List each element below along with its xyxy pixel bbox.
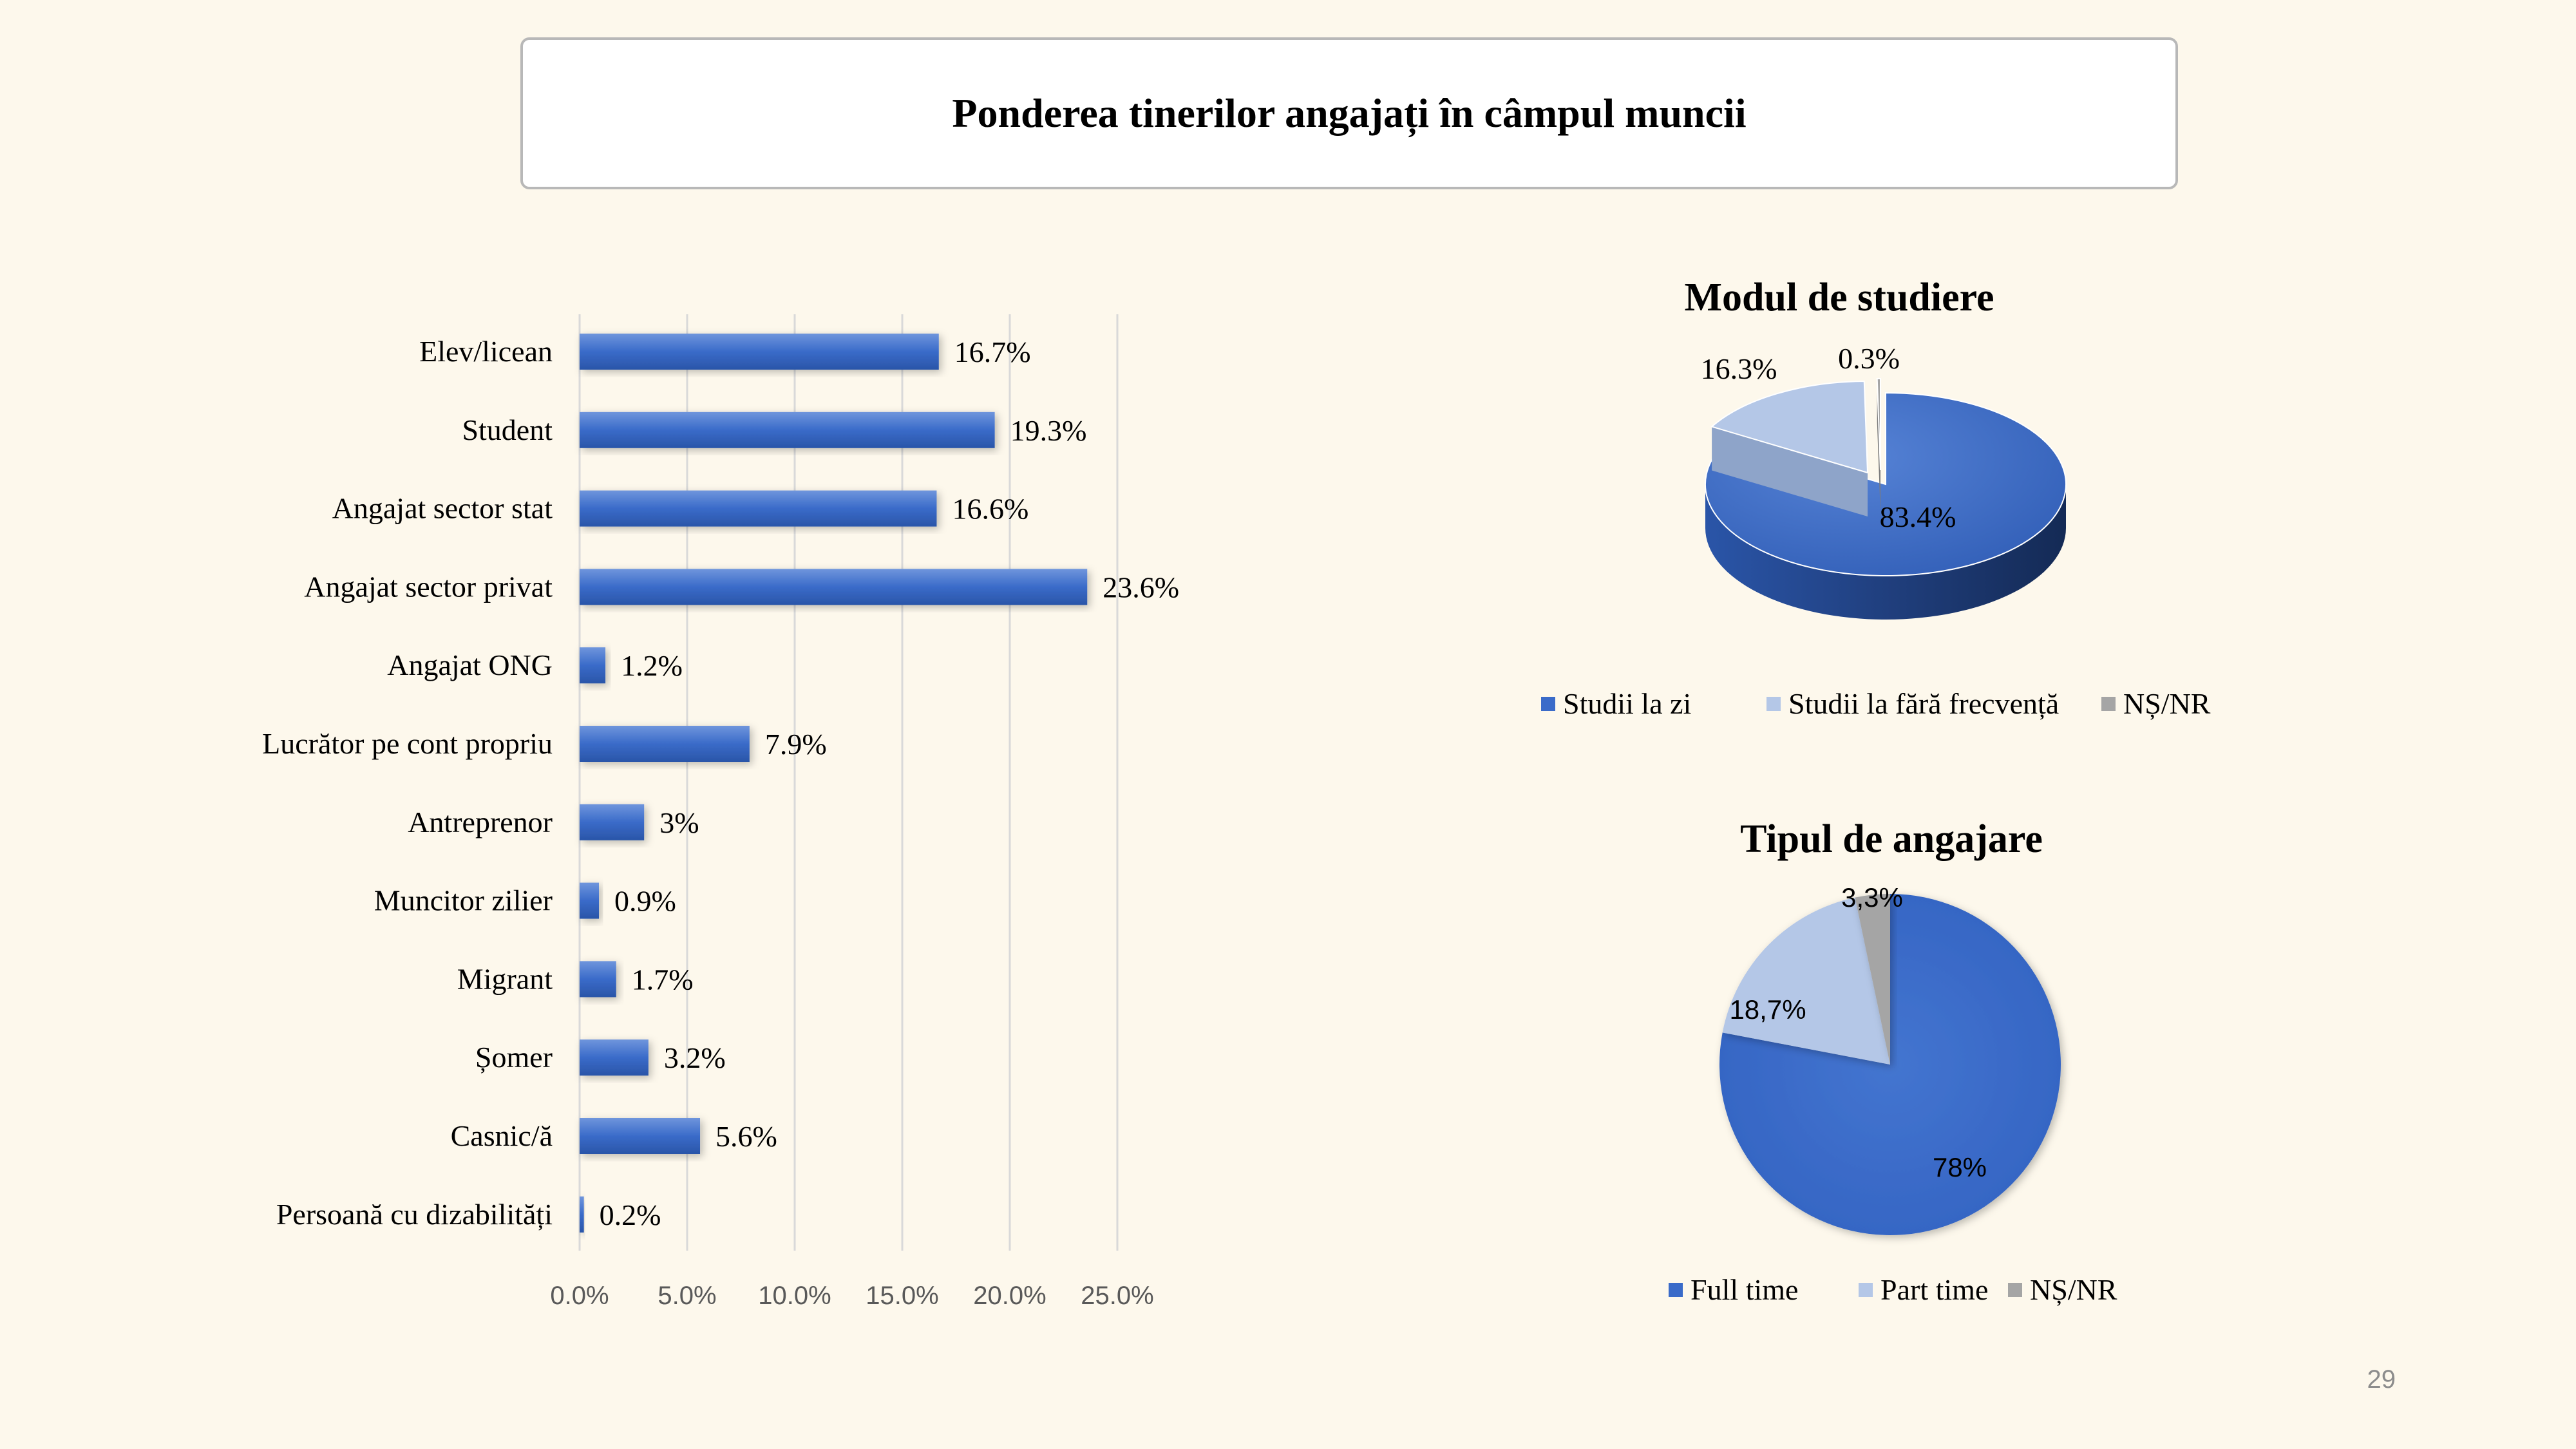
bar [580,961,616,998]
x-tick-label: 10.0% [758,1282,831,1310]
pie-slice [1705,392,2067,576]
pie-slice [1710,381,1869,474]
pie-slice-side [1705,484,2066,620]
pie-chart-modul-de-studiere: Modul de studiere 83.4% 16.3% 0.3% Studii la… [1541,276,2211,720]
category-label: Lucrător pe cont propriu [262,727,553,760]
category-label: Angajat ONG [387,649,553,681]
category-label: Șomer [475,1041,553,1074]
legend-swatch [1766,697,1781,711]
legend-label: NȘ/NR [2030,1273,2117,1306]
legend-swatch [1669,1283,1683,1297]
x-tick-label: 25.0% [1081,1282,1153,1310]
pie-data-label: 3,3% [1841,882,1903,913]
bar-data-label: 0.2% [600,1198,661,1231]
bar [580,490,937,527]
bar-data-label: 19.3% [1010,414,1087,447]
bar-data-label: 5.6% [715,1120,777,1153]
legend-label: Part time [1880,1273,1988,1306]
slide-title-box: Ponderea tinerilor angajați în câmpul mu… [520,37,2178,189]
bar-data-label: 23.6% [1103,571,1179,603]
bar [580,647,606,684]
category-label: Migrant [457,962,553,995]
category-label: Angajat sector privat [304,570,553,603]
legend-label: Studii la zi [1563,687,1691,720]
bar [580,1118,701,1154]
category-label: Angajat sector stat [332,492,553,525]
bar [580,1039,649,1076]
category-label: Muncitor zilier [374,884,553,917]
legend-label: Studii la fără frecvență [1788,687,2059,720]
bar [580,804,645,840]
legend-label: NȘ/NR [2123,687,2211,720]
pie-slice [1876,377,1881,471]
pie-data-label: 78% [1933,1152,1987,1182]
legend-swatch [2008,1283,2022,1297]
pie-data-label: 18,7% [1729,994,1806,1025]
bar-data-label: 0.9% [614,885,676,918]
pie-title: Modul de studiere [1684,276,1994,319]
category-label: Student [462,413,553,446]
bar-data-label: 1.7% [632,963,694,996]
pie-data-label: 0.3% [1838,342,1900,375]
category-label: Casnic/ă [451,1119,553,1152]
bar-chart: 0.0% 5.0% 10.0% 15.0% 20.0% 25.0% Elev/licean 1… [262,314,1179,1310]
pie-slice [1722,897,1890,1065]
page-number: 29 [2367,1365,2396,1394]
bar [580,412,995,448]
bar [580,569,1088,605]
legend-swatch [2101,697,2116,711]
pie-data-label: 16.3% [1701,352,1777,385]
legend-swatch [1541,697,1555,711]
pie-chart-tipul-de-angajare: Tipul de angajare 78% 18,7% 3,3% Full time Pa… [1669,817,2117,1306]
bar-data-label: 7.9% [765,728,827,761]
pie-slice [1855,894,1890,1065]
legend-label: Full time [1690,1273,1798,1306]
bar-data-label: 1.2% [621,649,683,682]
bar-data-label: 3% [659,806,699,839]
x-tick-label: 20.0% [973,1282,1046,1310]
category-label: Persoană cu dizabilități [276,1198,553,1231]
bar [580,334,939,370]
bar [580,1196,584,1233]
bar-data-label: 3.2% [664,1041,726,1074]
category-label: Elev/licean [419,335,553,368]
legend-swatch [1859,1283,1873,1297]
x-tick-label: 0.0% [550,1282,609,1310]
bar [580,726,750,762]
x-tick-label: 5.0% [658,1282,716,1310]
x-tick-label: 15.0% [866,1282,938,1310]
bar-data-label: 16.6% [952,493,1028,526]
pie-slice-side [1712,426,1868,516]
category-label: Antreprenor [408,806,553,838]
pie-title: Tipul de angajare [1740,817,2043,861]
bar-data-label: 16.7% [954,336,1031,368]
slide-title: Ponderea tinerilor angajați în câmpul mu… [952,90,1747,136]
pie-data-label: 83.4% [1880,500,1956,533]
bar [580,882,600,919]
